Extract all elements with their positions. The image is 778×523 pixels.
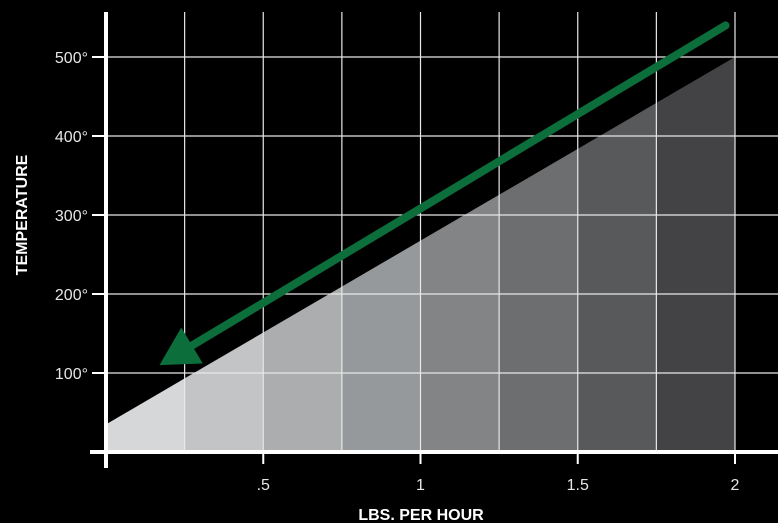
y-tick-label: 500° — [55, 50, 88, 67]
area-band — [106, 378, 185, 452]
axes — [90, 12, 778, 468]
y-axis-title: TEMPERATURE — [14, 154, 31, 275]
area-band — [656, 57, 735, 452]
y-tick-label: 100° — [55, 366, 88, 383]
trend-arrow-head — [159, 327, 203, 366]
area-band — [499, 148, 578, 452]
area-bands — [106, 57, 735, 452]
y-tick-label: 200° — [55, 287, 88, 304]
y-tick-label: 300° — [55, 208, 88, 225]
area-band — [263, 286, 342, 452]
trend-arrow-shaft — [184, 21, 730, 352]
gridlines — [106, 12, 778, 452]
area-band — [577, 102, 657, 452]
area-band — [420, 194, 500, 452]
trend-arrow — [159, 21, 730, 366]
x-tick-label: 2 — [731, 477, 740, 494]
area-band — [184, 332, 264, 452]
x-tick-label: .5 — [257, 477, 270, 494]
x-tick-label: 1 — [416, 477, 425, 494]
y-tick-label: 400° — [55, 129, 88, 146]
tick-labels: 100° 200° 300° 400° 500° .5 1 1.5 2 — [55, 50, 740, 494]
x-tick-label: 1.5 — [567, 477, 589, 494]
x-axis-title: LBS. PER HOUR — [358, 507, 484, 523]
